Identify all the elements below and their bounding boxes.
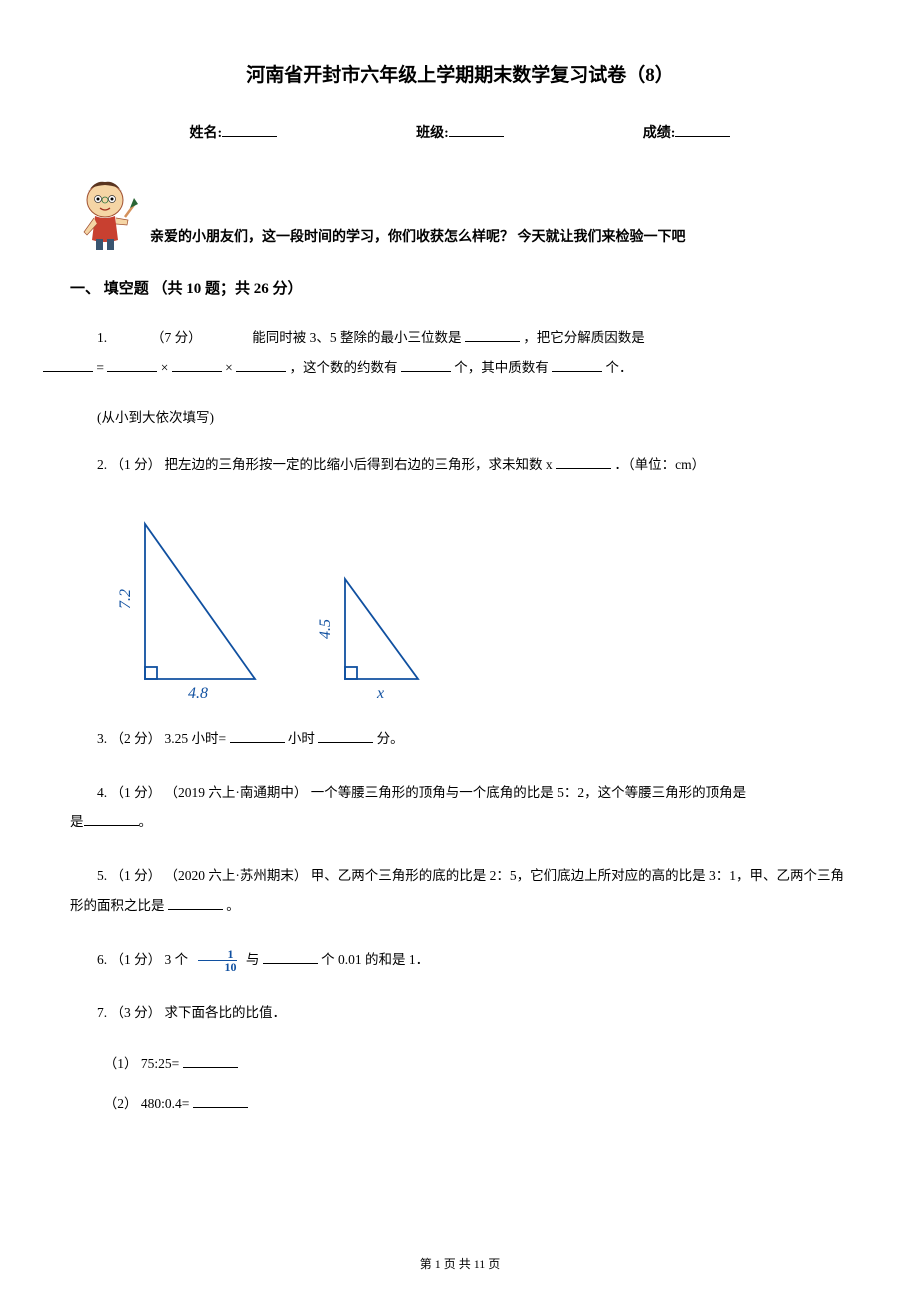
name-blank[interactable]: [222, 123, 277, 137]
q7-sub2: （2） 480:0.4=: [70, 1092, 850, 1112]
q7-sub2-blank[interactable]: [193, 1094, 248, 1108]
question-4: 4. （1 分） （2019 六上·南通期中） 一个等腰三角形的顶角与一个底角的…: [70, 778, 850, 837]
q2-blank[interactable]: [556, 456, 611, 470]
q1-blank3[interactable]: [107, 358, 157, 372]
q3-points: （2 分）: [111, 731, 162, 746]
page-footer: 第 1 页 共 11 页: [0, 1255, 920, 1272]
q1-text8: 个．: [606, 360, 633, 375]
q2-num: 2.: [97, 457, 107, 472]
svg-text:7.2: 7.2: [117, 589, 134, 609]
q6-text1: 3 个: [165, 952, 192, 967]
q3-text1: 3.25 小时=: [165, 731, 227, 746]
q1-text5: ×: [225, 360, 233, 375]
q1-text7: 个，其中质数有: [454, 360, 549, 375]
q5-blank[interactable]: [168, 896, 223, 910]
q3-num: 3.: [97, 731, 107, 746]
q3-blank2[interactable]: [318, 730, 373, 744]
q1-blank6[interactable]: [401, 358, 451, 372]
q7-sub1: （1） 75:25=: [70, 1052, 850, 1072]
svg-text:4.5: 4.5: [317, 619, 334, 639]
class-label: 班级:: [416, 122, 449, 142]
question-6: 6. （1 分） 3 个 1 10 与 个 0.01 的和是 1．: [70, 945, 850, 975]
fraction-icon: 1 10: [195, 948, 240, 973]
q1-blank5[interactable]: [236, 358, 286, 372]
q6-blank[interactable]: [263, 950, 318, 964]
q7-num: 7.: [97, 1005, 107, 1020]
score-label: 成绩:: [643, 122, 676, 142]
q5-points: （1 分）: [111, 868, 162, 883]
q4-points: （1 分）: [111, 785, 162, 800]
q4-num: 4.: [97, 785, 107, 800]
q7-sub1-text: （1） 75:25=: [104, 1056, 180, 1071]
triangle-diagram: 7.2 4.8 4.5 x: [100, 504, 850, 704]
question-2: 2. （1 分） 把左边的三角形按一定的比缩小后得到右边的三角形，求未知数 x …: [70, 450, 850, 480]
q2-text1: 把左边的三角形按一定的比缩小后得到右边的三角形，求未知数 x: [165, 457, 553, 472]
q7-text: 求下面各比的比值．: [165, 1005, 287, 1020]
q4-source: （2019 六上·南通期中）: [165, 785, 308, 800]
q1-blank7[interactable]: [552, 358, 602, 372]
q1-blank4[interactable]: [172, 358, 222, 372]
q7-sub1-blank[interactable]: [183, 1054, 238, 1068]
question-3: 3. （2 分） 3.25 小时= 小时 分。: [70, 724, 850, 754]
question-1: 1. （7 分） 能同时被 3、5 整除的最小三位数是 ，把它分解质因数是 = …: [70, 323, 850, 382]
q1-note: (从小到大依次填写): [70, 406, 850, 426]
q4-blank[interactable]: [84, 813, 139, 827]
q1-points: （7 分）: [151, 330, 202, 345]
class-field: 班级:: [416, 122, 504, 142]
fraction-denominator: 10: [195, 961, 240, 973]
score-blank[interactable]: [675, 123, 730, 137]
q5-text2: 。: [226, 898, 240, 913]
question-5: 5. （1 分） （2020 六上·苏州期末） 甲、乙两个三角形的底的比是 2：…: [70, 861, 850, 920]
q2-text2: ．（单位：cm）: [614, 457, 705, 472]
q1-text2: ，把它分解质因数是: [523, 330, 645, 345]
q1-blank1[interactable]: [465, 329, 520, 343]
q6-text2: 与: [246, 952, 260, 967]
info-row: 姓名: 班级: 成绩:: [70, 122, 850, 142]
q1-blank2[interactable]: [43, 358, 93, 372]
mascot-icon: [70, 172, 140, 252]
svg-text:x: x: [376, 685, 384, 702]
q1-text4: ×: [161, 360, 169, 375]
q1-text3: =: [96, 360, 104, 375]
greeting-section: 亲爱的小朋友们，这一段时间的学习，你们收获怎么样呢？ 今天就让我们来检验一下吧: [70, 172, 850, 252]
svg-text:4.8: 4.8: [188, 685, 208, 702]
q6-text3: 个 0.01 的和是 1．: [321, 952, 429, 967]
q5-source: （2020 六上·苏州期末）: [165, 868, 311, 883]
q6-num: 6.: [97, 952, 107, 967]
q7-points: （3 分）: [111, 1005, 162, 1020]
question-7: 7. （3 分） 求下面各比的比值．: [70, 998, 850, 1028]
fraction-numerator: 1: [198, 948, 237, 961]
q2-points: （1 分）: [111, 457, 162, 472]
section-1-header: 一、 填空题 （共 10 题；共 26 分）: [70, 277, 850, 298]
score-field: 成绩:: [643, 122, 731, 142]
q4-text2: 。: [139, 814, 153, 829]
q3-text2: 小时: [288, 731, 315, 746]
greeting-text: 亲爱的小朋友们，这一段时间的学习，你们收获怎么样呢？ 今天就让我们来检验一下吧: [150, 226, 686, 252]
class-blank[interactable]: [449, 123, 504, 137]
q1-num: 1.: [97, 330, 107, 345]
name-label: 姓名:: [189, 122, 222, 142]
q6-points: （1 分）: [111, 952, 162, 967]
q7-sub2-text: （2） 480:0.4=: [104, 1096, 190, 1111]
q1-text1: 能同时被 3、5 整除的最小三位数是: [252, 330, 461, 345]
name-field: 姓名:: [189, 122, 277, 142]
q1-text6: ，这个数的约数有: [290, 360, 398, 375]
q3-blank1[interactable]: [230, 730, 285, 744]
q3-text3: 分。: [377, 731, 404, 746]
q4-text1: 一个等腰三角形的顶角与一个底角的比是 5：2，这个等腰三角形的顶角是: [311, 785, 746, 800]
page-title: 河南省开封市六年级上学期期末数学复习试卷（8）: [70, 60, 850, 87]
q5-num: 5.: [97, 868, 107, 883]
